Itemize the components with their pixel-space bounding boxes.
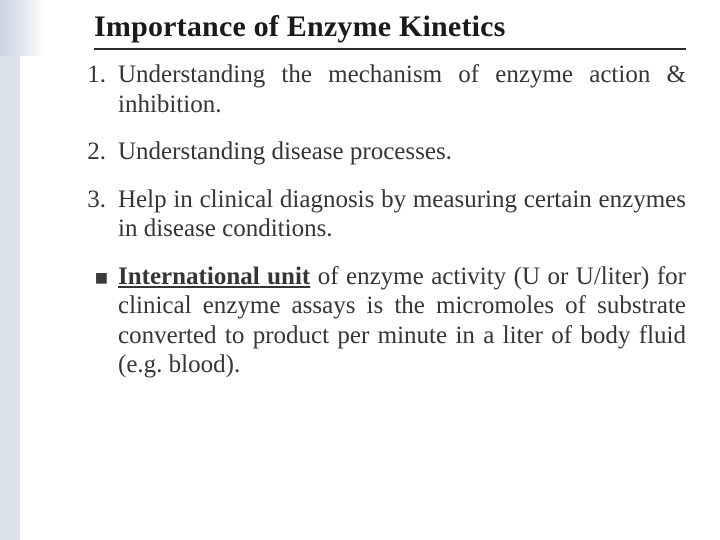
- list-item-text: Understanding the mechanism of enzyme ac…: [118, 60, 686, 119]
- bullet-lead-bold: International: [118, 263, 260, 290]
- list-item: 3. Help in clinical diagnosis by measuri…: [60, 185, 686, 244]
- list-item-text: Help in clinical diagnosis by measuring …: [118, 185, 686, 244]
- list-item-number: 3.: [60, 185, 118, 244]
- list-item-number: 2.: [60, 137, 118, 167]
- bullet-item: ■ International unit of enzyme activity …: [60, 262, 686, 380]
- list-item-text: Understanding disease processes.: [118, 137, 686, 167]
- slide-title: Importance of Enzyme Kinetics: [94, 10, 686, 44]
- list-item: 2. Understanding disease processes.: [60, 137, 686, 167]
- square-bullet-icon: ■: [60, 262, 118, 380]
- list-item-number: 1.: [60, 60, 118, 119]
- list-item: 1. Understanding the mechanism of enzyme…: [60, 60, 686, 119]
- title-rule-wrap: Importance of Enzyme Kinetics: [94, 10, 686, 50]
- bullet-lead-underline: unit: [260, 263, 311, 290]
- bullet-item-text: International unit of enzyme activity (U…: [118, 262, 686, 380]
- numbered-list: 1. Understanding the mechanism of enzyme…: [60, 60, 686, 380]
- slide-container: Importance of Enzyme Kinetics 1. Underst…: [0, 0, 720, 540]
